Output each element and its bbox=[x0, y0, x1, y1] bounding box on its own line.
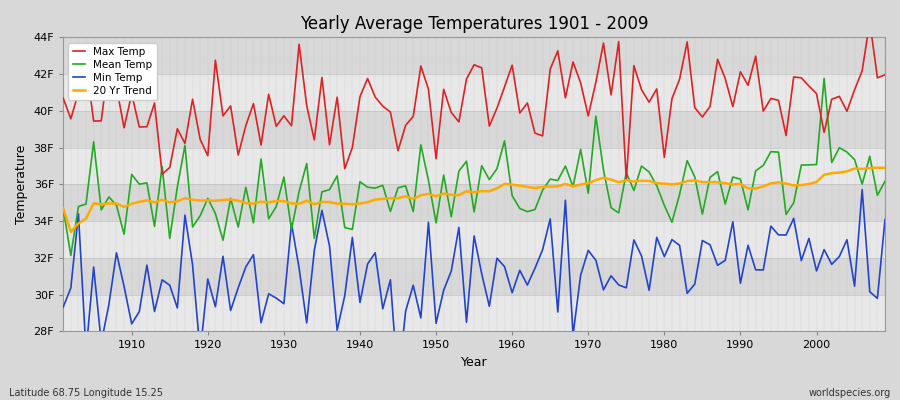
Min Temp bbox=[332, 328, 343, 333]
Max Temp bbox=[119, 125, 130, 130]
Bar bbox=[63, 37, 885, 74]
Line: 20 Yr Trend: 20 Yr Trend bbox=[63, 168, 885, 232]
Max Temp bbox=[598, 41, 609, 46]
20 Yr Trend bbox=[872, 165, 883, 170]
Max Temp bbox=[864, 19, 875, 24]
20 Yr Trend bbox=[606, 177, 616, 182]
20 Yr Trend bbox=[126, 201, 137, 206]
Mean Temp bbox=[339, 225, 350, 230]
Max Temp bbox=[507, 63, 517, 68]
20 Yr Trend bbox=[507, 182, 517, 187]
20 Yr Trend bbox=[339, 201, 350, 206]
20 Yr Trend bbox=[515, 183, 526, 188]
Bar bbox=[63, 111, 885, 148]
Max Temp bbox=[58, 96, 68, 100]
Min Temp bbox=[392, 382, 403, 387]
Text: Latitude 68.75 Longitude 15.25: Latitude 68.75 Longitude 15.25 bbox=[9, 388, 163, 398]
Bar bbox=[63, 258, 885, 295]
Text: worldspecies.org: worldspecies.org bbox=[809, 388, 891, 398]
20 Yr Trend bbox=[293, 202, 304, 206]
Mean Temp bbox=[507, 193, 517, 198]
Mean Temp bbox=[515, 206, 526, 211]
Min Temp bbox=[606, 274, 616, 278]
Mean Temp bbox=[606, 205, 616, 210]
Min Temp bbox=[857, 187, 868, 192]
Min Temp bbox=[507, 290, 517, 295]
Bar bbox=[63, 184, 885, 221]
Mean Temp bbox=[58, 206, 68, 211]
Bar bbox=[63, 148, 885, 184]
Bar bbox=[63, 295, 885, 332]
20 Yr Trend bbox=[66, 230, 77, 234]
Max Temp bbox=[879, 72, 890, 77]
Mean Temp bbox=[819, 76, 830, 81]
Min Temp bbox=[286, 221, 297, 226]
Min Temp bbox=[119, 284, 130, 289]
Title: Yearly Average Temperatures 1901 - 2009: Yearly Average Temperatures 1901 - 2009 bbox=[300, 15, 648, 33]
Line: Mean Temp: Mean Temp bbox=[63, 78, 885, 256]
Max Temp bbox=[500, 84, 510, 89]
Line: Max Temp: Max Temp bbox=[63, 22, 885, 180]
Mean Temp bbox=[293, 189, 304, 194]
Bar bbox=[63, 74, 885, 111]
X-axis label: Year: Year bbox=[461, 356, 488, 369]
Max Temp bbox=[621, 177, 632, 182]
Y-axis label: Temperature: Temperature bbox=[15, 145, 28, 224]
20 Yr Trend bbox=[58, 206, 68, 211]
Max Temp bbox=[286, 123, 297, 128]
Mean Temp bbox=[126, 172, 137, 177]
Min Temp bbox=[58, 305, 68, 310]
Min Temp bbox=[879, 217, 890, 222]
Legend: Max Temp, Mean Temp, Min Temp, 20 Yr Trend: Max Temp, Mean Temp, Min Temp, 20 Yr Tre… bbox=[68, 42, 157, 100]
Line: Min Temp: Min Temp bbox=[63, 190, 885, 385]
20 Yr Trend bbox=[879, 166, 890, 170]
Mean Temp bbox=[66, 253, 77, 258]
Max Temp bbox=[332, 95, 343, 100]
Bar bbox=[63, 221, 885, 258]
Mean Temp bbox=[879, 179, 890, 184]
Min Temp bbox=[515, 268, 526, 273]
